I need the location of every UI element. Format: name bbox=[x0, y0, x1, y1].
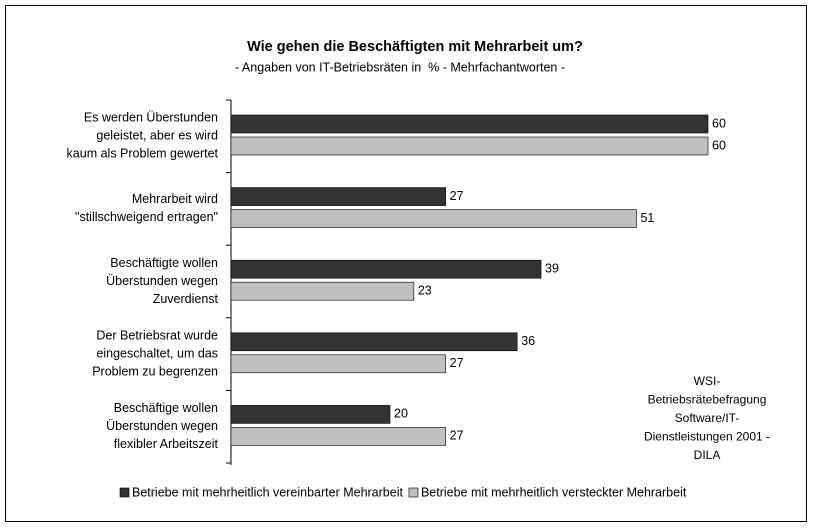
category-label: Beschäftige wollen bbox=[114, 401, 218, 415]
value-label: 20 bbox=[394, 407, 408, 421]
bar bbox=[230, 405, 391, 424]
bar bbox=[230, 209, 637, 228]
value-label: 23 bbox=[418, 283, 432, 297]
chart-subtitle: - Angaben von IT-Betriebsräten in % - Me… bbox=[235, 60, 565, 74]
value-label: 36 bbox=[521, 334, 535, 348]
bar bbox=[230, 136, 709, 156]
category-label: flexibler Arbeitszeit bbox=[114, 437, 219, 451]
category-label: Beschäftigte wollen bbox=[110, 256, 218, 270]
category-label: Zuverdienst bbox=[153, 292, 219, 306]
value-label: 60 bbox=[712, 138, 726, 152]
bar bbox=[230, 259, 542, 279]
category-label: kaum als Problem gewertet bbox=[67, 147, 219, 161]
annotation: Betriebsrätebefragung bbox=[648, 393, 767, 407]
value-label: 27 bbox=[450, 429, 464, 443]
value-label: 27 bbox=[450, 356, 464, 370]
bar bbox=[230, 187, 446, 206]
category-label: "stillschweigend ertragen" bbox=[75, 210, 218, 224]
category-label: Überstunden wegen bbox=[106, 274, 218, 288]
bar bbox=[230, 427, 446, 446]
annotation: Dienstleistungen 2001 - bbox=[644, 430, 770, 444]
category-label: eingeschaltet, um das bbox=[96, 346, 218, 360]
value-label: 51 bbox=[640, 211, 654, 225]
legend-label: Betriebe mit mehrheitlich vereinbarter M… bbox=[132, 485, 403, 499]
category-label: Der Betriebsrat wurde bbox=[96, 328, 218, 342]
annotation: DILA bbox=[694, 448, 721, 462]
value-label: 60 bbox=[712, 116, 726, 130]
annotation: WSI- bbox=[694, 374, 721, 388]
category-label: Problem zu begrenzen bbox=[92, 364, 218, 378]
chart-title: Wie gehen die Beschäftigten mit Mehrarbe… bbox=[247, 39, 583, 55]
category-label: geleistet, aber es wird bbox=[96, 129, 218, 143]
bar bbox=[230, 332, 518, 352]
bar bbox=[230, 354, 446, 374]
annotation: Software/IT- bbox=[675, 411, 740, 425]
bar bbox=[230, 114, 709, 134]
category-label: Mehrarbeit wird bbox=[132, 192, 218, 206]
legend-swatch bbox=[119, 487, 130, 498]
category-label: Überstunden wegen bbox=[106, 419, 218, 433]
value-label: 27 bbox=[450, 189, 464, 203]
category-label: Es werden Überstunden bbox=[84, 111, 218, 125]
value-label: 39 bbox=[545, 261, 559, 275]
bar bbox=[230, 281, 415, 301]
legend-label: Betriebe mit mehrheitlich versteckter Me… bbox=[421, 485, 687, 499]
legend-swatch bbox=[408, 487, 419, 498]
